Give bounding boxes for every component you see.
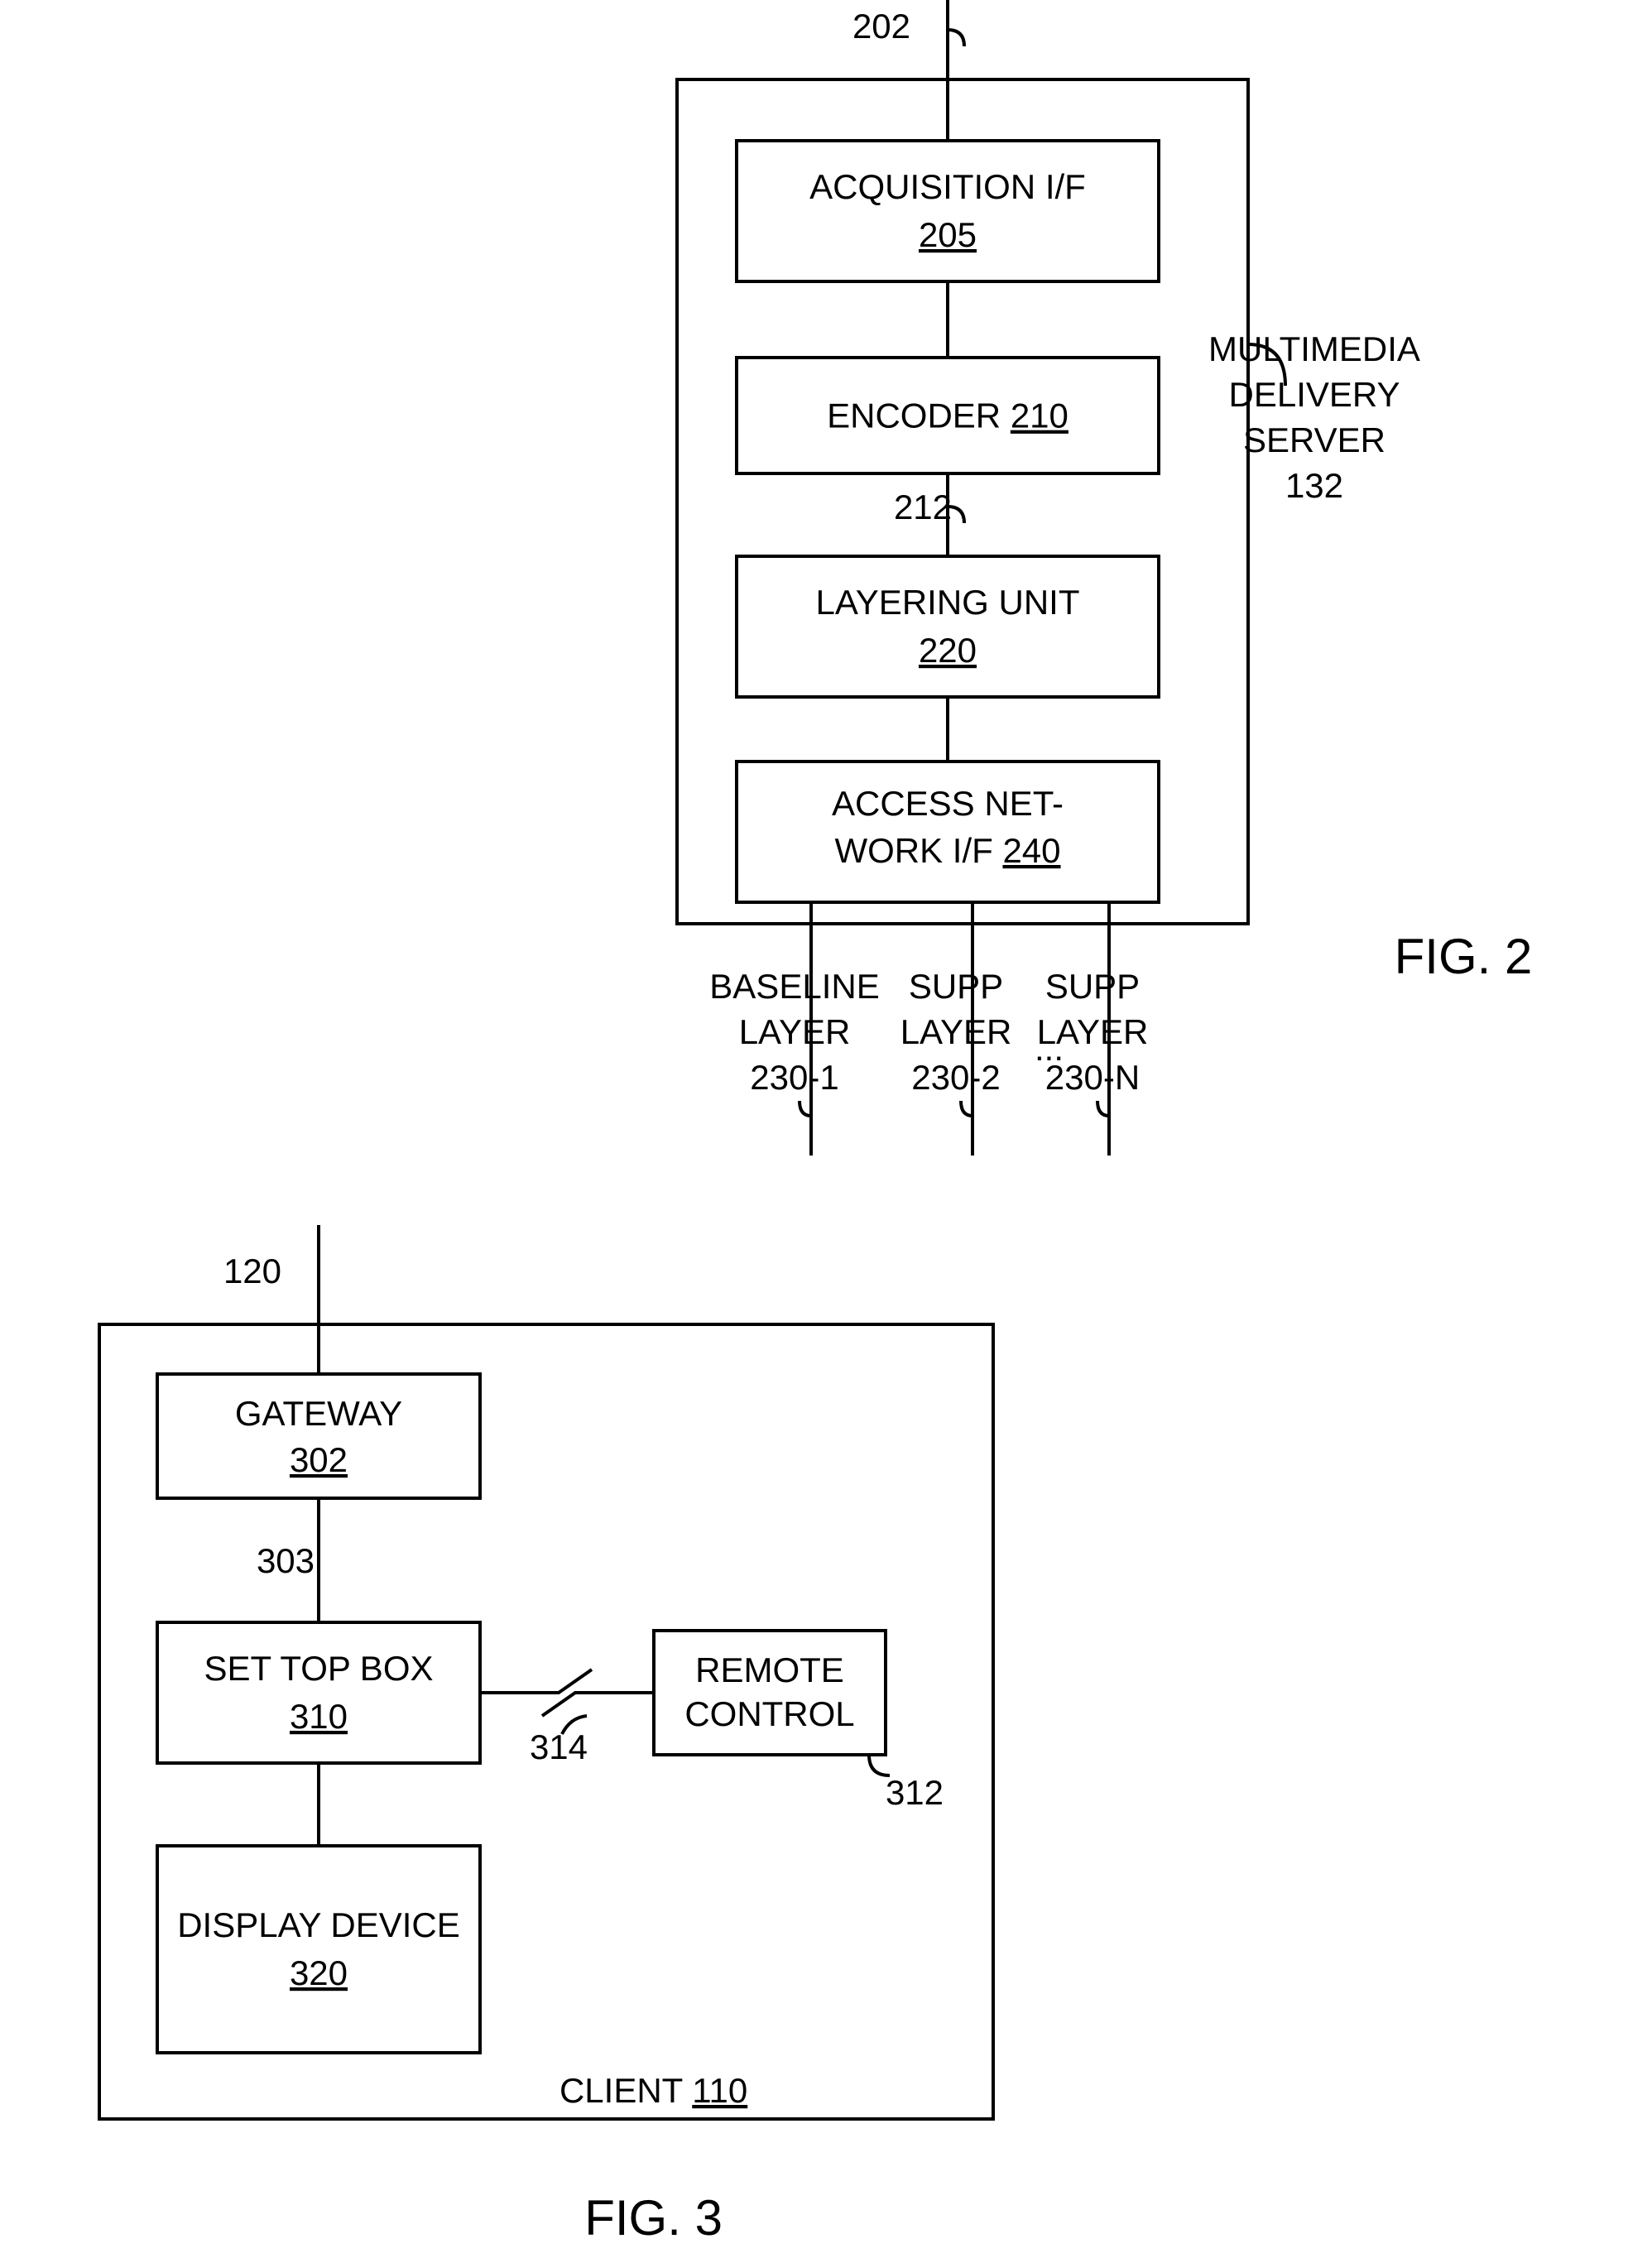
fig3-display-title: DISPLAY DEVICE	[177, 1905, 460, 1944]
fig2-side-l4: 132	[1285, 466, 1343, 505]
fig3-display-ref: 320	[290, 1953, 348, 1992]
fig2-acquisition-title: ACQUISITION I/F	[809, 167, 1086, 206]
fig2-out3-l1: SUPP	[1045, 967, 1140, 1006]
fig3-caption: FIG. 3	[584, 2190, 723, 2246]
fig2-out2-hook	[961, 1101, 972, 1131]
fig2-out1-ref: 230-1	[750, 1058, 838, 1097]
fig3-stb-ref: 310	[290, 1697, 348, 1736]
fig2-out1-l1: BASELINE	[709, 967, 879, 1006]
fig2-access-title-l1: ACCESS NET-	[832, 784, 1064, 823]
fig3-gateway-ref: 302	[290, 1440, 348, 1479]
fig3-ref-314: 314	[530, 1727, 588, 1766]
fig2-side-l1: MULTIMEDIA	[1208, 329, 1420, 368]
fig2-out3-hook	[1097, 1101, 1109, 1131]
fig2-out3-l2: LAYER	[1037, 1012, 1149, 1051]
fig2-out2-l2: LAYER	[900, 1012, 1012, 1051]
fig3-remote-box	[654, 1631, 886, 1755]
fig3-display-box	[157, 1846, 480, 2053]
fig2-acquisition-ref: 205	[919, 215, 977, 254]
fig3-stb-title: SET TOP BOX	[204, 1649, 433, 1688]
fig2-out2-l1: SUPP	[909, 967, 1003, 1006]
fig2-layering-box	[737, 556, 1159, 697]
fig3-ref-303: 303	[257, 1541, 315, 1580]
fig3-ref-120: 120	[223, 1252, 281, 1290]
fig2-acquisition-box	[737, 141, 1159, 281]
fig2-out2-ref: 230-2	[911, 1058, 1000, 1097]
fig3-stb-box	[157, 1622, 480, 1763]
fig2-caption: FIG. 2	[1395, 929, 1533, 984]
fig2-out3-ref: 230-N	[1045, 1058, 1140, 1097]
fig2-side-l2: DELIVERY	[1229, 375, 1400, 414]
fig3-remote-l2: CONTROL	[684, 1694, 854, 1733]
fig3-client-label: CLIENT 110	[559, 2071, 747, 2110]
fig2-side-l3: SERVER	[1243, 420, 1385, 459]
fig2-access-title-l2: WORK I/F 240	[834, 831, 1060, 870]
fig2-layering-title: LAYERING UNIT	[816, 583, 1080, 622]
fig3-gateway-title: GATEWAY	[235, 1394, 402, 1433]
fig2-out1-hook	[800, 1101, 811, 1131]
fig2-encoder-label: ENCODER 210	[827, 396, 1069, 435]
fig2-layering-ref: 220	[919, 631, 977, 670]
fig2-ref-202: 202	[852, 7, 910, 46]
fig2-ref-212: 212	[894, 488, 952, 526]
fig2-out1-l2: LAYER	[739, 1012, 851, 1051]
fig3-gateway-box	[157, 1374, 480, 1498]
fig3-remote-l1: REMOTE	[695, 1650, 844, 1689]
fig3-ref-312: 312	[886, 1773, 944, 1812]
fig2-ref-202-hook	[948, 30, 964, 46]
